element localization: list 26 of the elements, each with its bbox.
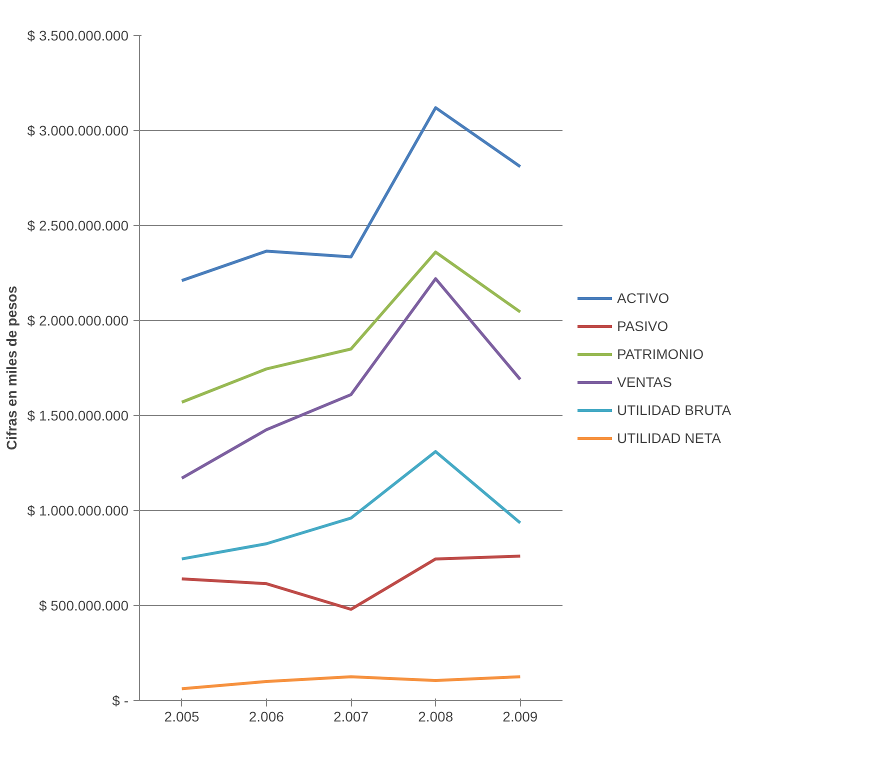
- y-tick-label: $ 500.000.000: [38, 598, 129, 614]
- y-axis-title: Cifras en miles de pesos: [3, 286, 20, 450]
- y-tick-label: $ 3.500.000.000: [27, 28, 129, 44]
- legend-label: UTILIDAD NETA: [617, 430, 721, 446]
- legend-label: ACTIVO: [617, 290, 670, 306]
- line-series: [180, 675, 522, 690]
- y-tick-label: $ -: [112, 692, 129, 708]
- line-series: [180, 250, 522, 404]
- legend-label: VENTAS: [617, 374, 672, 390]
- legend-label: PASIVO: [617, 318, 668, 334]
- x-tick-label: 2.009: [502, 708, 538, 724]
- y-tick-label: $ 1.000.000.000: [27, 502, 129, 518]
- line-series: [180, 277, 522, 480]
- legend-label: PATRIMONIO: [617, 346, 704, 362]
- line-series: [180, 554, 522, 611]
- y-tick-label: $ 2.000.000.000: [27, 312, 129, 328]
- y-tick-label: $ 3.000.000.000: [27, 122, 129, 138]
- x-tick-label: 2.005: [164, 708, 200, 724]
- line-series: [180, 106, 522, 282]
- x-tick-label: 2.007: [333, 708, 369, 724]
- x-tick-label: 2.008: [418, 708, 454, 724]
- y-tick-label: $ 2.500.000.000: [27, 218, 129, 234]
- y-tick-label: $ 1.500.000.000: [27, 408, 129, 424]
- x-tick-label: 2.006: [248, 708, 284, 724]
- legend-label: UTILIDAD BRUTA: [617, 402, 732, 418]
- line-series: [180, 450, 522, 560]
